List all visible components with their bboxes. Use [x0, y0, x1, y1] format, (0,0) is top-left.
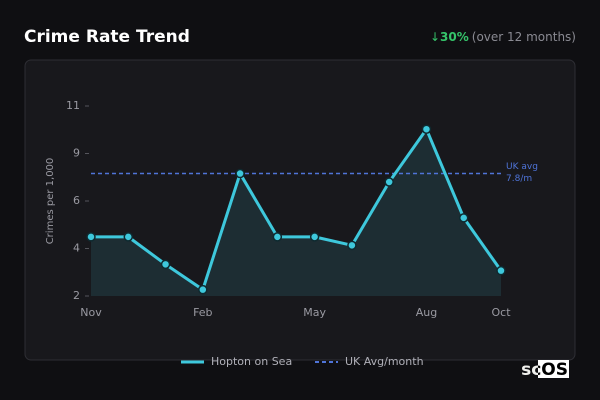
point — [347, 240, 357, 251]
reference-label: UK avg — [506, 162, 538, 172]
y-tick-label: 6 — [73, 194, 80, 207]
point — [123, 232, 134, 242]
point — [86, 232, 96, 242]
point — [309, 232, 320, 242]
x-tick-label: May — [303, 306, 326, 319]
change-value: 30% — [440, 30, 469, 44]
brand: scOS — [521, 360, 568, 380]
y-tick-label: 9 — [73, 147, 80, 160]
point — [496, 265, 506, 276]
reference-label: 7.8/m — [506, 174, 532, 184]
x-tick-label: Nov — [80, 306, 102, 319]
y-axis-label: Crimes per 1,000 — [45, 158, 56, 245]
point — [160, 259, 171, 270]
point — [198, 284, 208, 295]
point — [384, 177, 394, 187]
x-tick-label: Aug — [416, 306, 437, 319]
legend-label: UK Avg/month — [345, 355, 424, 368]
legend-label: Hopton on Sea — [211, 355, 292, 368]
change-note: (over 12 months) — [472, 30, 576, 44]
point — [421, 124, 432, 134]
page-title: Crime Rate Trend — [24, 27, 190, 47]
x-tick-label: Feb — [193, 306, 212, 319]
y-tick-label: 4 — [73, 242, 80, 255]
brand-box — [538, 360, 569, 378]
change-summary: ↓30% (over 12 months) — [430, 30, 576, 44]
point — [235, 168, 245, 179]
chart-panel — [24, 59, 576, 361]
y-tick-label: 11 — [66, 99, 80, 112]
line — [91, 127, 503, 292]
change-arrow: ↓ — [430, 30, 440, 44]
point — [272, 232, 283, 242]
y-tick-label: 2 — [73, 289, 80, 302]
x-tick-label: Oct — [491, 306, 511, 319]
plot: 2 4 6 9 11 Nov Feb May Aug Oct UK avg 7.8/m — [66, 99, 538, 319]
point — [458, 213, 469, 223]
legend: Hopton on Sea UK Avg/month — [181, 355, 424, 368]
